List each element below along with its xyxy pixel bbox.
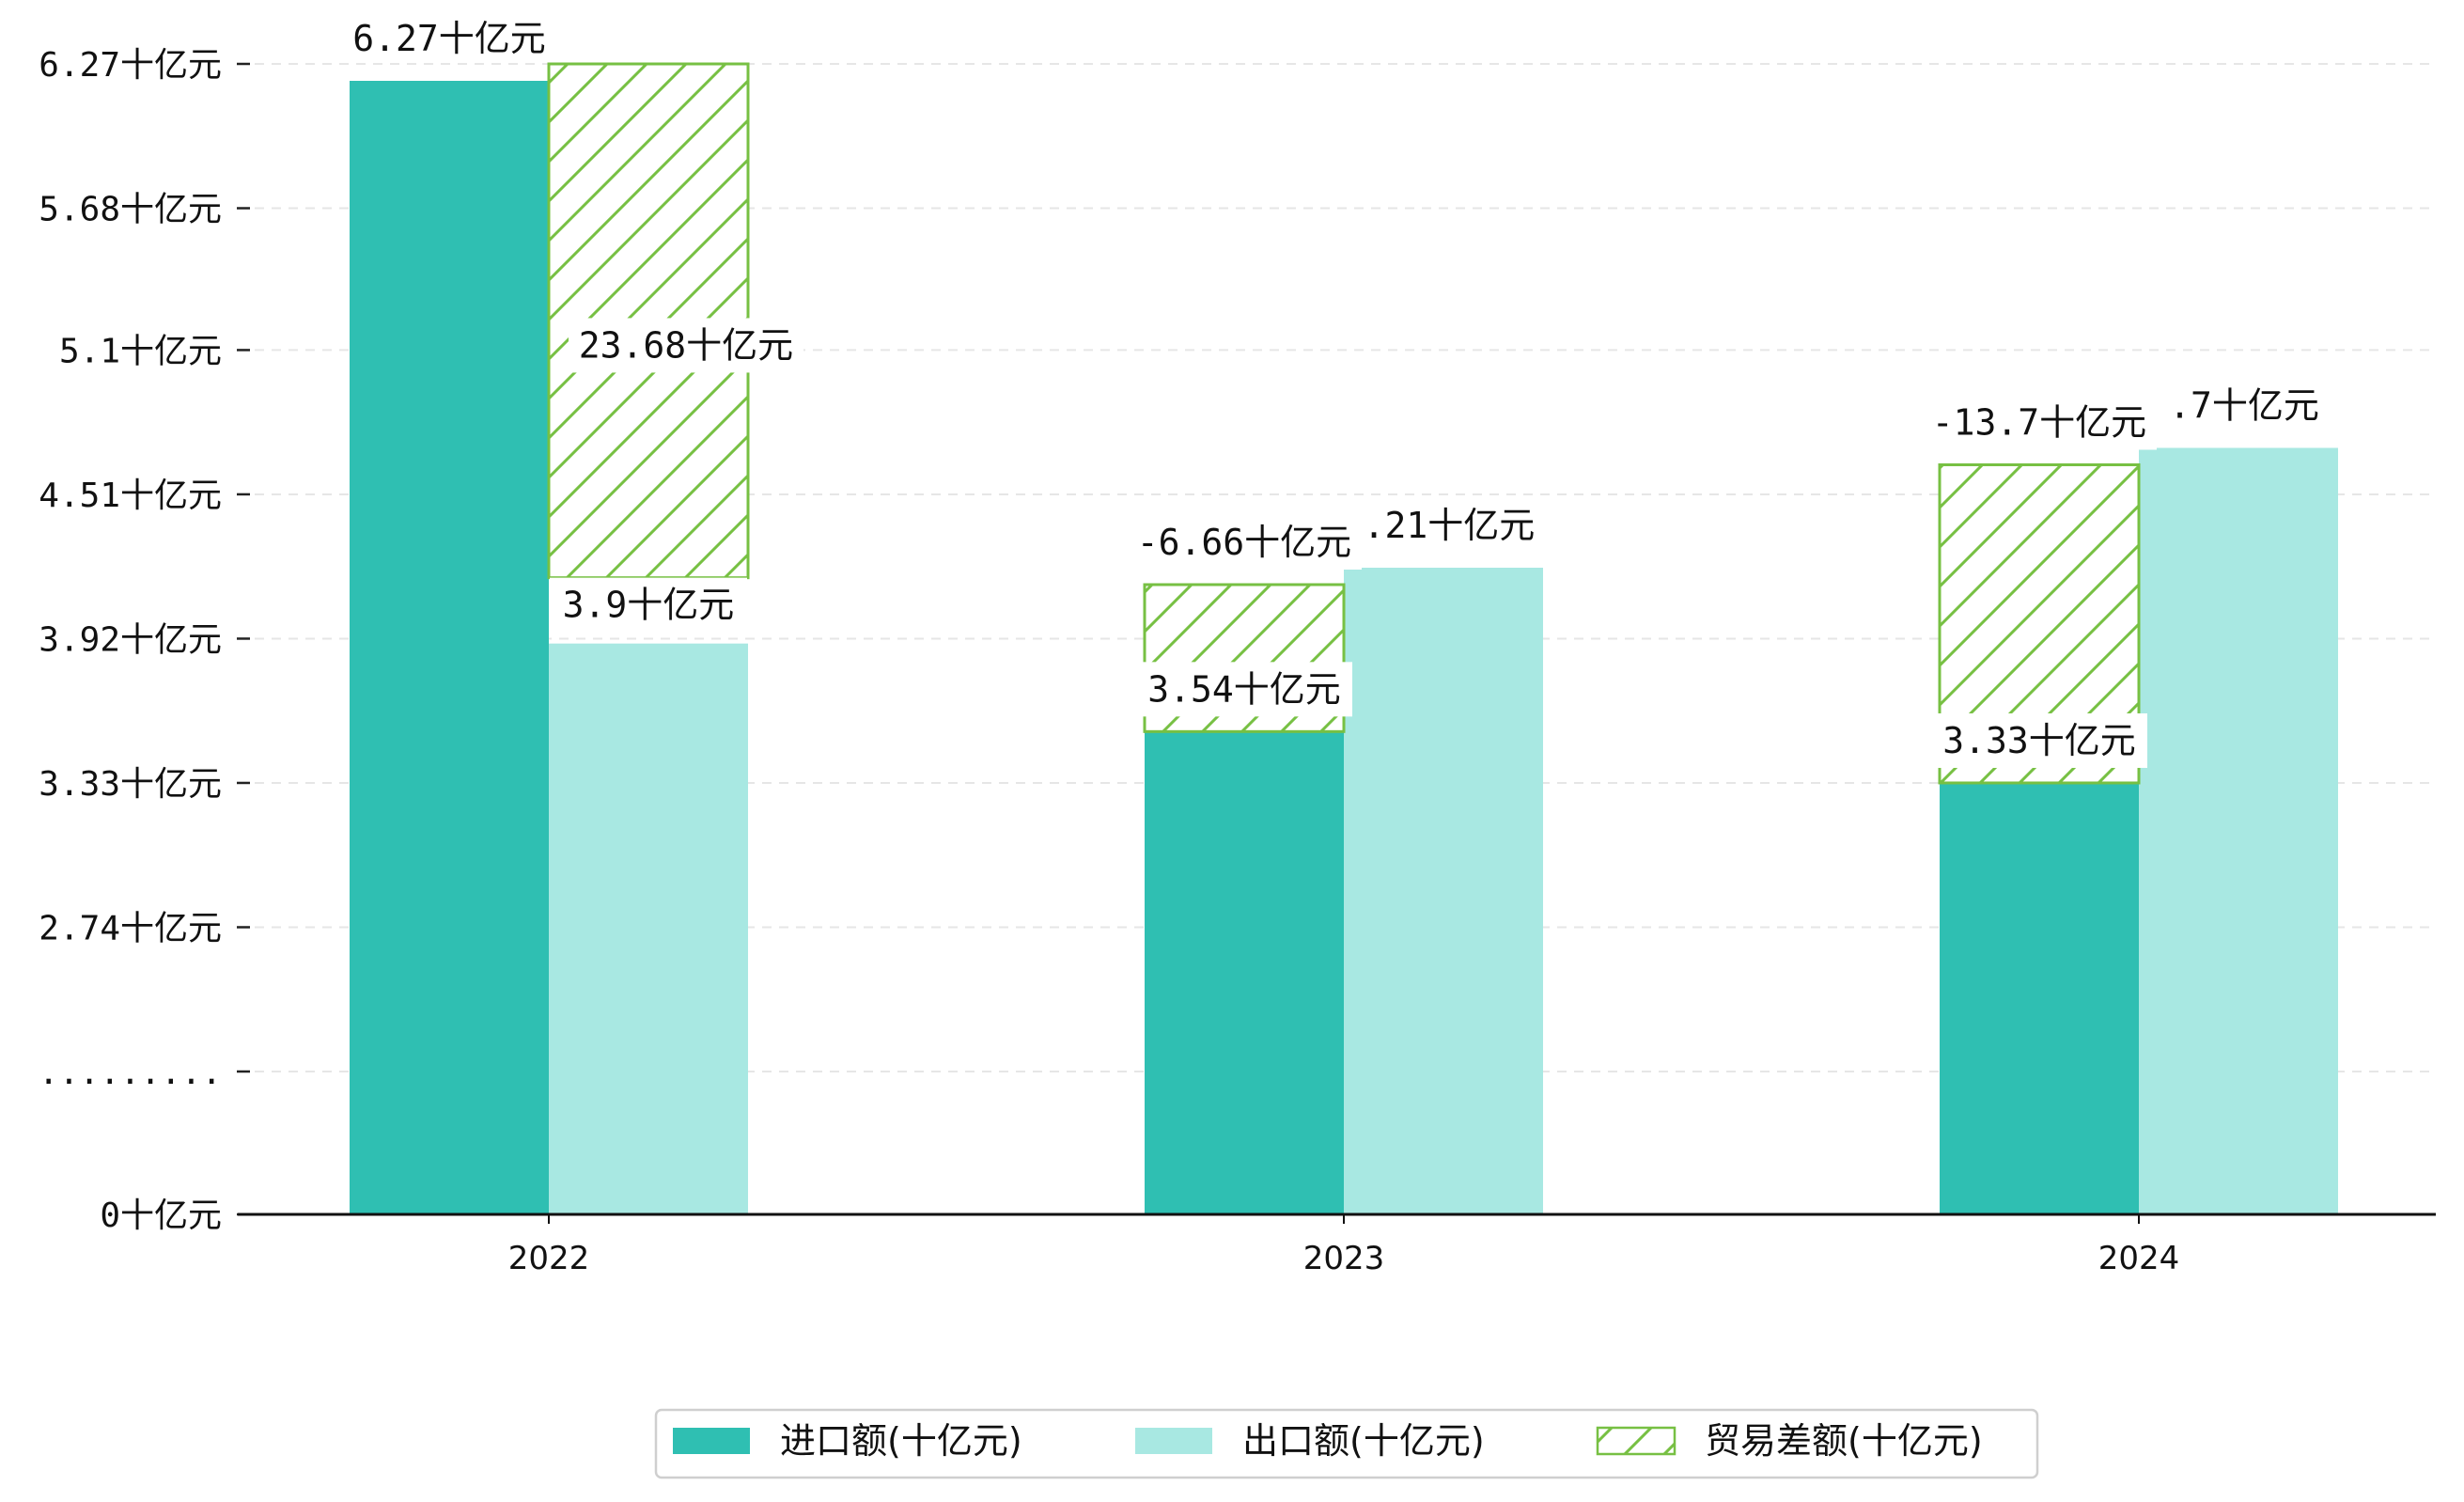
y-tick-label: .........: [39, 1054, 222, 1092]
label-balance-2022-text: 23.68十亿元: [579, 324, 793, 366]
axes: 0十亿元......... 2.74十亿元 3.33十亿元 3.92十亿元 4.51十亿…: [39, 46, 2436, 1277]
legend-swatch-3: [1596, 1426, 1676, 1456]
label-balance-2024: -13.7十亿元: [1922, 395, 2157, 450]
label-balance-2022: 23.68十亿元: [569, 318, 803, 373]
label-balance-2024-text: -13.7十亿元: [1932, 402, 2146, 444]
y-tick-label: 5.68十亿元: [39, 191, 222, 229]
label-import-2024-text: 3.33十亿元: [1942, 720, 2136, 761]
legend-box: [654, 1408, 2039, 1479]
y-tick-label: 6.27十亿元: [39, 46, 222, 85]
label-export-2024-bg: [2150, 378, 2338, 433]
y-tick-label: 0十亿元: [100, 1197, 222, 1235]
bar-export-2022: [549, 643, 748, 1214]
legend-label-1: 进口额(十亿元): [780, 1420, 1022, 1462]
label-import-2023-text: 3.54十亿元: [1147, 668, 1341, 710]
bar-export-2024: [2139, 447, 2338, 1214]
bar-export-2023: [1344, 568, 1543, 1214]
label-export-2023: .21十亿元: [1355, 498, 1543, 553]
legend-swatch-1: [673, 1428, 750, 1454]
x-tick-label: 2023: [1303, 1240, 1385, 1277]
y-tick-label: 4.51十亿元: [39, 477, 222, 515]
bar-import-2023: [1145, 731, 1344, 1214]
label-balance-2024-bg: [1922, 395, 2157, 450]
label-export-2024-text: .7十亿元: [2169, 385, 2319, 427]
bar-import-2024: [1940, 782, 2139, 1214]
y-tick-label: 3.33十亿元: [39, 765, 222, 804]
label-balance-2023-bg: [1127, 515, 1362, 570]
label-export-2024: .7十亿元: [2150, 378, 2338, 433]
data-labels: 6.27十亿元 3.9十亿元 23.68十亿元 3.54十亿元 .21十亿元 -6.66十…: [352, 18, 2338, 768]
x-tick-label: 2022: [508, 1240, 590, 1277]
y-tick-label: 5.1十亿元: [59, 332, 222, 370]
label-export-2022-bg: [550, 577, 747, 633]
legend-label-3: 贸易差额(十亿元): [1705, 1420, 1983, 1462]
label-import-2023-bg: [1136, 662, 1352, 717]
label-balance-2023: -6.66十亿元: [1127, 515, 1362, 570]
label-import-2022: 6.27十亿元: [352, 18, 546, 59]
label-export-2022-text: 3.9十亿元: [563, 585, 735, 626]
label-export-2023-text: .21十亿元: [1364, 505, 1536, 546]
label-balance-2023-text: -6.66十亿元: [1137, 522, 1351, 563]
label-import-2024: 3.33十亿元: [1931, 712, 2147, 768]
label-import-2024-bg: [1931, 712, 2147, 768]
label-balance-2022-bg: [569, 318, 803, 373]
label-export-2022: 3.9十亿元: [550, 577, 747, 633]
y-tick-label: 2.74十亿元: [39, 909, 222, 947]
legend-swatch-2: [1135, 1428, 1212, 1454]
y-tick-label: 3.92十亿元: [39, 620, 222, 659]
label-import-2022-text: 6.27十亿元: [352, 18, 546, 59]
label-export-2023-bg: [1355, 498, 1543, 553]
legend-label-2: 出口额(十亿元): [1242, 1420, 1485, 1462]
bar-import-2022: [350, 81, 549, 1214]
legend: 进口额(十亿元) 出口额(十亿元) 贸易差额(十亿元): [654, 1408, 2039, 1479]
label-import-2023: 3.54十亿元: [1136, 662, 1352, 717]
x-tick-label: 2024: [2098, 1240, 2180, 1277]
